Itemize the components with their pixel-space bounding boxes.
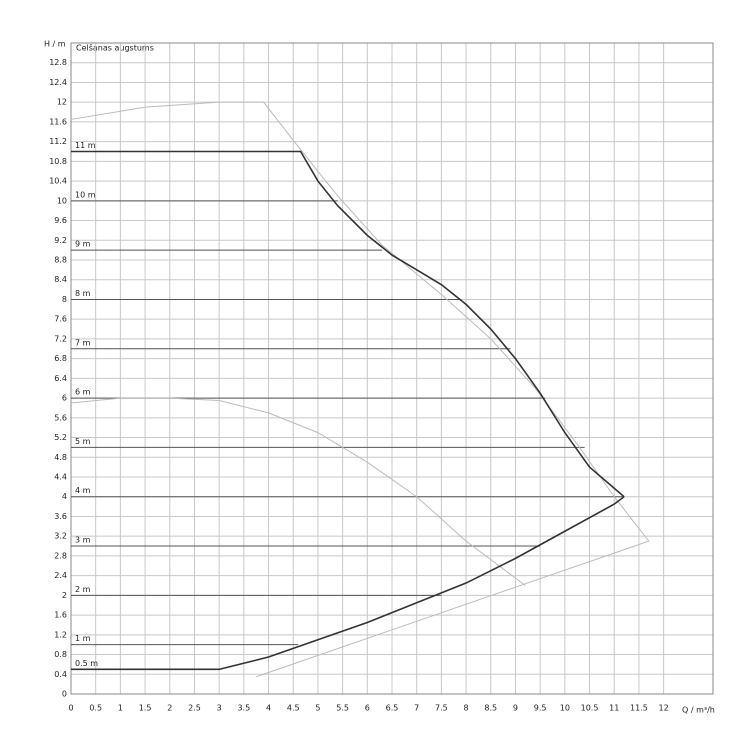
curve: [71, 150, 625, 498]
y-tick-label: 0: [62, 690, 67, 699]
y-tick-label: 9.6: [54, 216, 67, 225]
level-label: 2 m: [75, 585, 91, 594]
x-tick-label: 6: [365, 704, 370, 713]
x-tick-label: 0: [68, 704, 73, 713]
y-tick-label: 2.8: [54, 551, 67, 560]
y-tick-label: 4.8: [54, 453, 67, 462]
x-tick-label: 4: [266, 704, 271, 713]
y-tick-label: 10: [57, 196, 67, 205]
y-tick-label: 9.2: [54, 236, 67, 245]
y-tick-label: 8.8: [54, 256, 67, 265]
y-tick-label: 7.2: [54, 334, 67, 343]
plot-frame: [70, 42, 714, 695]
x-tick-label: 9: [513, 704, 518, 713]
level-label: 6 m: [75, 388, 91, 397]
y-tick-label: 5.2: [54, 433, 67, 442]
x-tick-label: 1: [118, 704, 123, 713]
y-tick-label: 4: [62, 492, 67, 501]
x-tick-label: 1.5: [139, 704, 152, 713]
x-tick-label: 3.5: [237, 704, 250, 713]
level-label: 0.5 m: [75, 659, 98, 668]
x-tick-label: 7: [414, 704, 419, 713]
y-tick-label: 2.4: [54, 571, 67, 580]
level-label: 11 m: [75, 141, 96, 150]
y-tick-label: 1.2: [54, 630, 67, 639]
y-tick-label: 12.4: [49, 78, 67, 87]
y-tick-label: 3.2: [54, 532, 67, 541]
x-tick-label: 2.5: [188, 704, 201, 713]
x-tick-label: 10.5: [581, 704, 599, 713]
y-tick-label: 6.8: [54, 354, 67, 363]
y-tick-label: 12.8: [49, 58, 67, 67]
x-axis-label: Q / m³/h: [682, 706, 715, 715]
x-tick-label: 5.5: [336, 704, 349, 713]
x-tick-label: 10: [560, 704, 570, 713]
y-tick-label: 3.6: [54, 512, 67, 521]
level-label: 9 m: [75, 240, 91, 249]
y-tick-label: 1.6: [54, 611, 67, 620]
level-label: 3 m: [75, 536, 91, 545]
y-axis-label: H / m: [44, 40, 66, 49]
x-tick-label: 12: [659, 704, 669, 713]
x-tick-label: 8.5: [484, 704, 497, 713]
x-tick-label: 7.5: [435, 704, 448, 713]
y-tick-label: 6: [62, 394, 67, 403]
x-tick-label: 2: [167, 704, 172, 713]
x-tick-label: 5: [315, 704, 320, 713]
x-tick-label: 11: [609, 704, 619, 713]
chart-title: Celšanas augstums: [76, 43, 154, 53]
y-tick-label: 12: [57, 98, 67, 107]
y-tick-label: 2: [62, 591, 67, 600]
y-tick-label: 0.8: [54, 650, 67, 659]
y-tick-label: 6.4: [54, 374, 67, 383]
level-label: 8 m: [75, 289, 91, 298]
curve: [71, 496, 625, 671]
y-tick-label: 0.4: [54, 670, 67, 679]
x-tick-label: 4.5: [287, 704, 300, 713]
x-tick-label: 3: [217, 704, 222, 713]
y-tick-label: 5.6: [54, 413, 67, 422]
x-tick-label: 8: [464, 704, 469, 713]
y-tick-label: 10.8: [49, 157, 67, 166]
y-tick-label: 10.4: [49, 177, 67, 186]
curve: [70, 397, 526, 586]
curve: [70, 101, 650, 678]
y-tick-label: 8: [62, 295, 67, 304]
y-tick-label: 7.6: [54, 315, 67, 324]
level-label: 4 m: [75, 486, 91, 495]
y-tick-label: 11.6: [49, 117, 67, 126]
x-tick-label: 0.5: [89, 704, 102, 713]
y-tick-label: 11.2: [49, 137, 67, 146]
level-label: 5 m: [75, 437, 91, 446]
level-label: 10 m: [75, 190, 96, 199]
level-label: 7 m: [75, 338, 91, 347]
x-tick-label: 6.5: [386, 704, 399, 713]
y-tick-label: 4.4: [54, 473, 67, 482]
y-tick-label: 8.4: [54, 275, 67, 284]
x-tick-label: 11.5: [630, 704, 648, 713]
x-tick-label: 9.5: [534, 704, 547, 713]
level-label: 1 m: [75, 634, 91, 643]
